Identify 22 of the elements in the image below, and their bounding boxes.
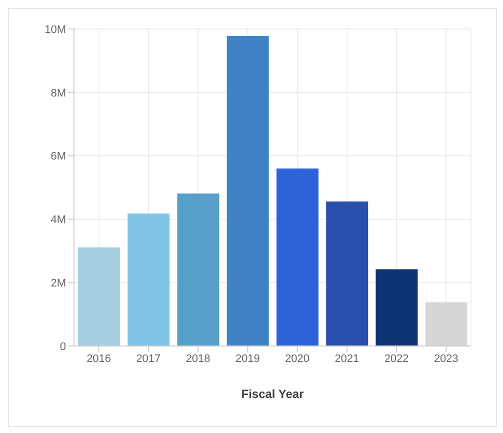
bar bbox=[177, 194, 220, 346]
x-tick-label: 2018 bbox=[186, 352, 210, 365]
x-tick-label: 2021 bbox=[334, 352, 360, 365]
bar bbox=[376, 269, 418, 346]
y-tick-label: 10M bbox=[44, 24, 66, 36]
bar bbox=[226, 36, 269, 346]
y-tick-label: 6M bbox=[50, 150, 66, 163]
x-tick-label: 2023 bbox=[434, 352, 458, 365]
bar bbox=[326, 201, 368, 346]
x-tick-label: 2017 bbox=[136, 352, 161, 365]
x-axis-title: Fiscal Year bbox=[241, 387, 304, 401]
x-tick-label: 2019 bbox=[235, 352, 260, 365]
y-tick-label: 2M bbox=[50, 278, 66, 290]
x-tick-label: 2020 bbox=[285, 352, 310, 365]
bar bbox=[78, 247, 120, 346]
x-tick-label: 2016 bbox=[86, 352, 112, 365]
y-tick-label: 4M bbox=[50, 214, 66, 226]
y-tick-label: 8M bbox=[50, 87, 66, 100]
x-tick-label: 2022 bbox=[384, 352, 409, 365]
bar bbox=[128, 213, 170, 346]
y-tick-label: 0 bbox=[60, 340, 66, 353]
bar bbox=[276, 168, 318, 346]
